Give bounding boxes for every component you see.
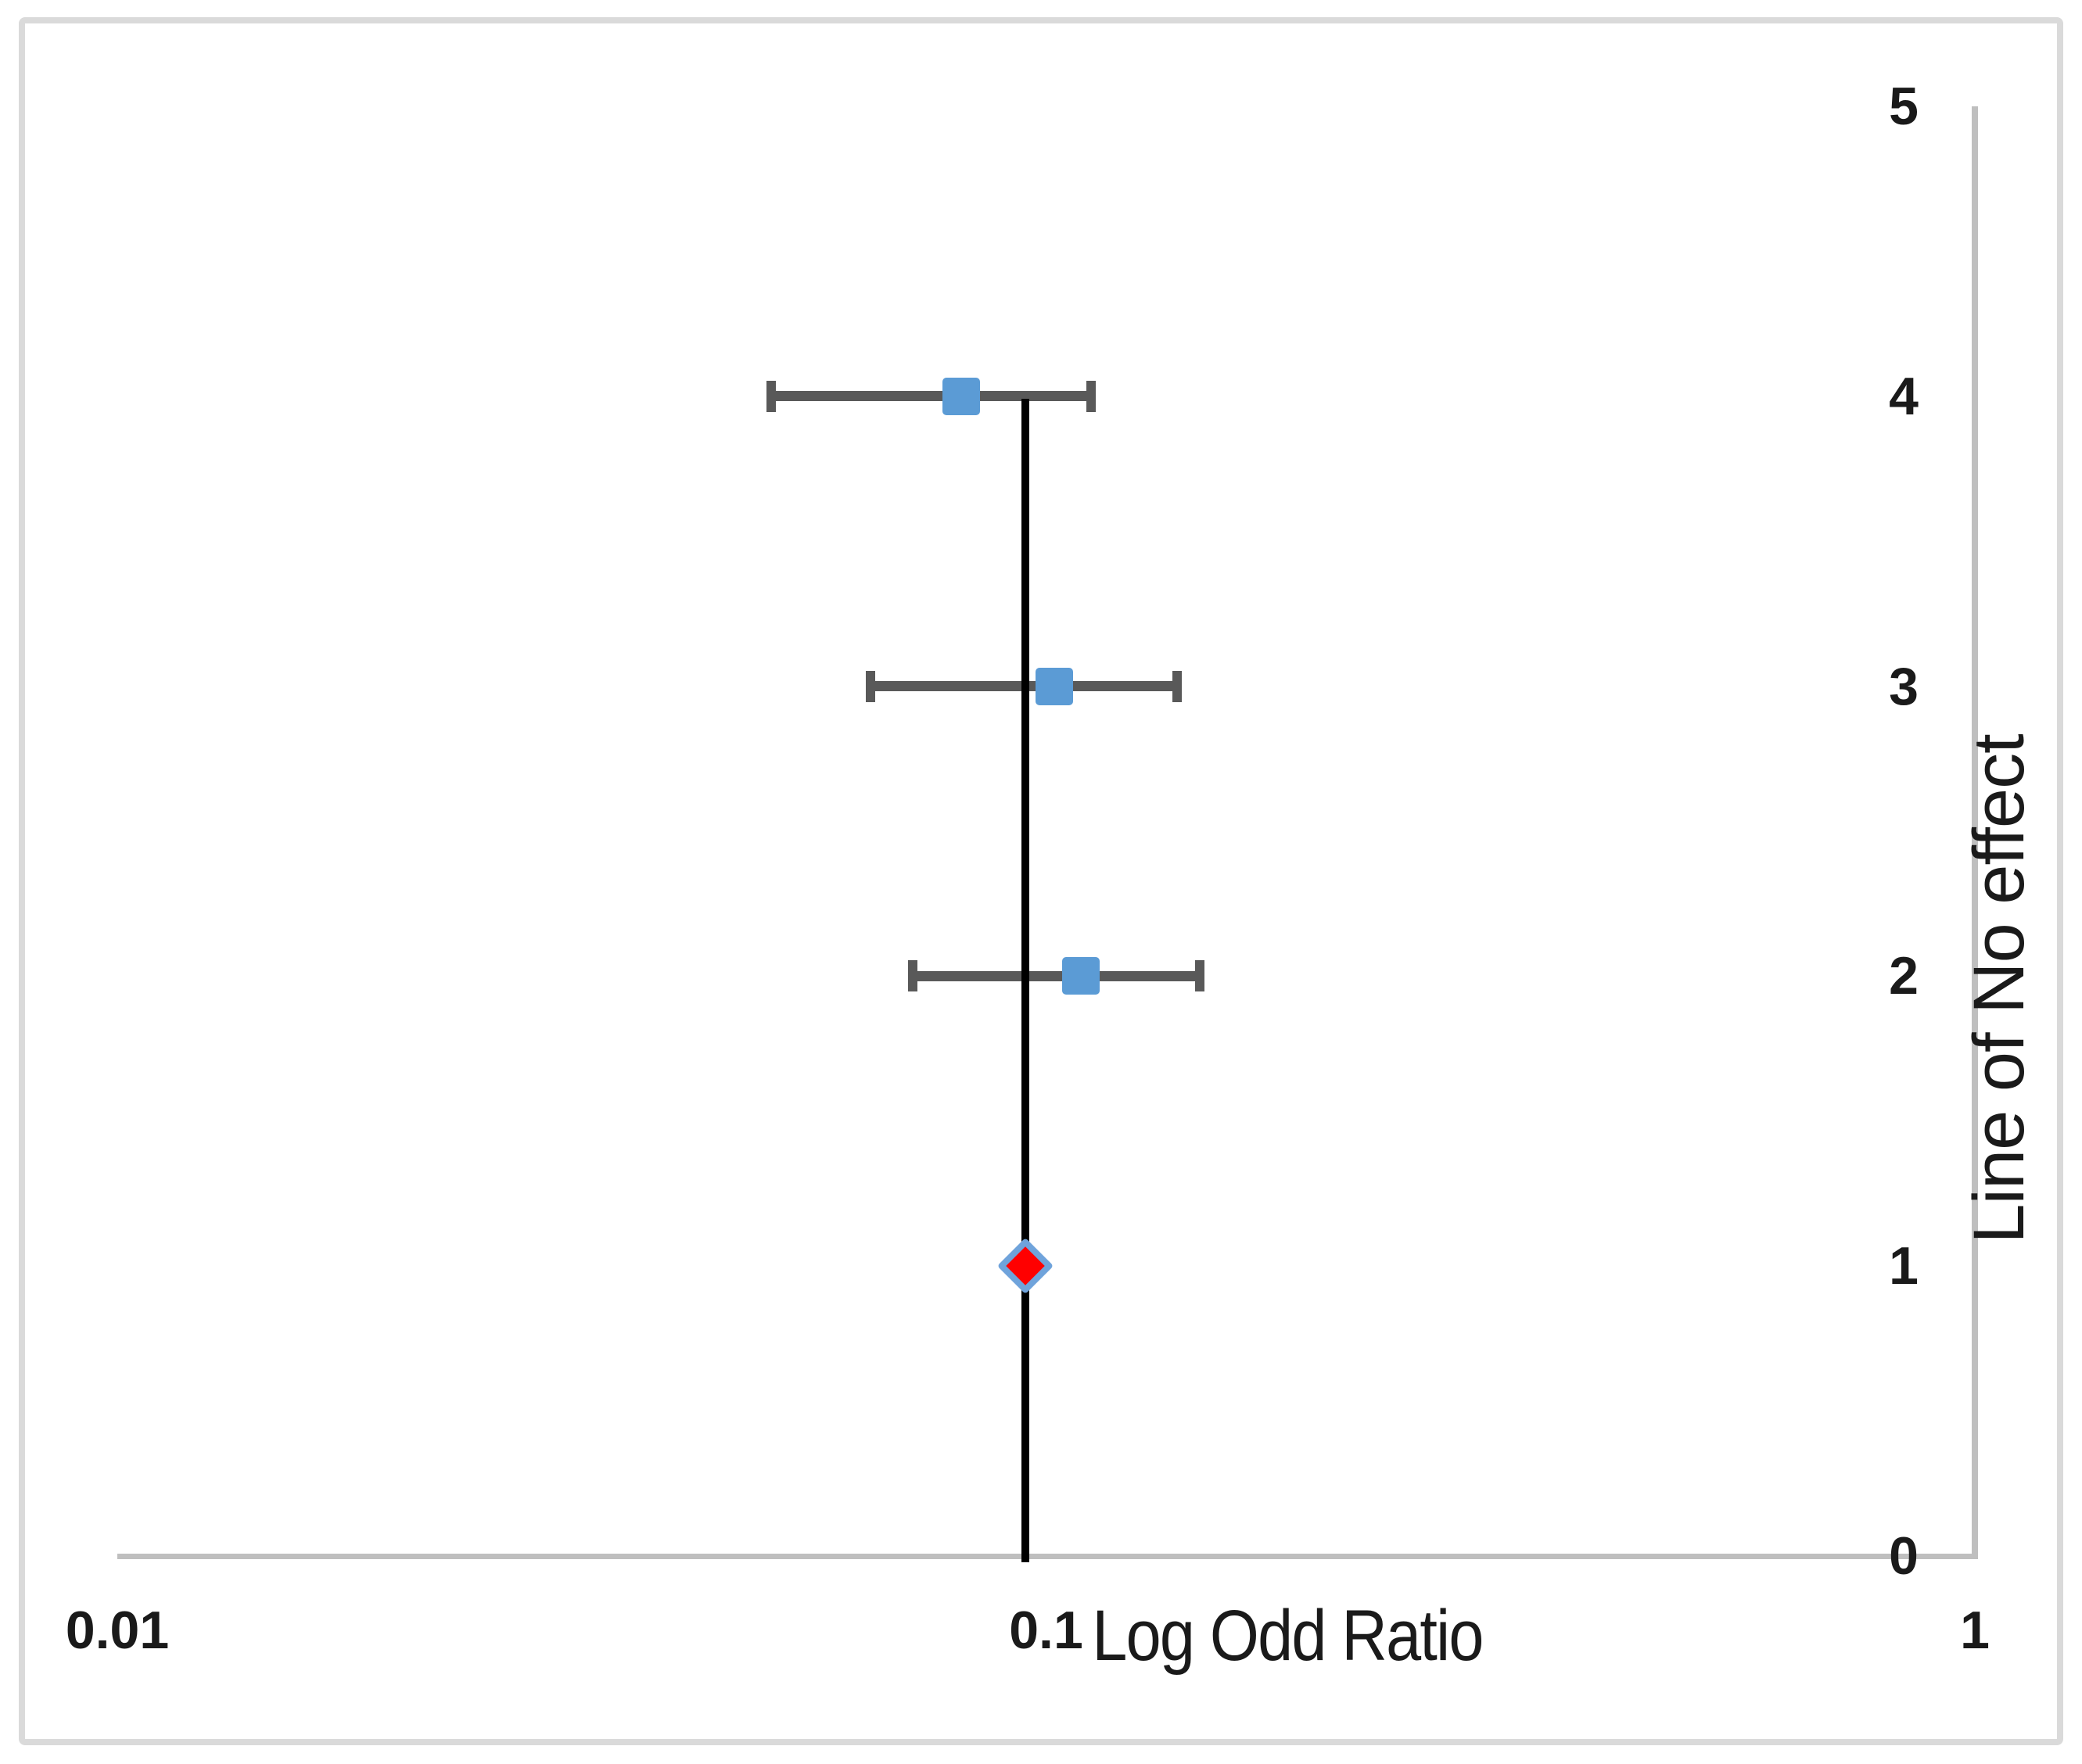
y-axis-line [1972,106,1978,1559]
x-axis-title: Log Odd Ratio [1092,1596,1484,1676]
ci-bar [766,391,1096,402]
x-axis-line [117,1554,1978,1559]
ci-cap-right [1086,380,1096,412]
ci-cap-left [866,670,876,702]
figure-border [19,17,2063,1745]
y-tick-label-0: 0 [1889,1526,1919,1586]
y-tick-label-5: 5 [1889,77,1919,136]
x-tick-label-0.01: 0.01 [65,1601,170,1660]
ci-bar [907,970,1204,981]
study-point-estimate-square-row-4 [942,377,980,415]
ci-cap-left [766,380,777,412]
y-tick-label-4: 4 [1889,366,1919,426]
y-tick-label-2: 2 [1889,946,1919,1006]
ci-cap-right [1194,960,1204,992]
y-tick-label-1: 1 [1889,1236,1919,1296]
ci-cap-left [907,960,917,992]
ci-whisker-row-2 [907,960,1204,992]
x-tick-label-1: 1 [1960,1601,1990,1660]
y-tick-label-3: 3 [1889,656,1919,716]
x-tick-label-0.1: 0.1 [1009,1601,1083,1660]
ci-whisker-row-4 [766,380,1096,412]
ci-cap-right [1172,670,1183,702]
y-axis-title-rotated: Line of No effect [1959,734,2039,1244]
study-point-estimate-square-row-3 [1035,667,1073,705]
study-point-estimate-square-row-2 [1061,957,1100,995]
line-of-no-effect [1021,399,1030,1562]
